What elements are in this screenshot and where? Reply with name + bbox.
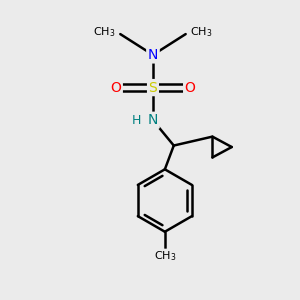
Text: O: O — [185, 81, 196, 94]
Text: CH$_3$: CH$_3$ — [154, 250, 176, 263]
Text: CH$_3$: CH$_3$ — [190, 26, 213, 40]
Text: N: N — [148, 48, 158, 62]
Text: S: S — [148, 81, 157, 94]
Text: H: H — [132, 114, 141, 127]
Text: O: O — [110, 81, 121, 94]
Text: CH$_3$: CH$_3$ — [93, 26, 116, 40]
Text: N: N — [148, 113, 158, 127]
